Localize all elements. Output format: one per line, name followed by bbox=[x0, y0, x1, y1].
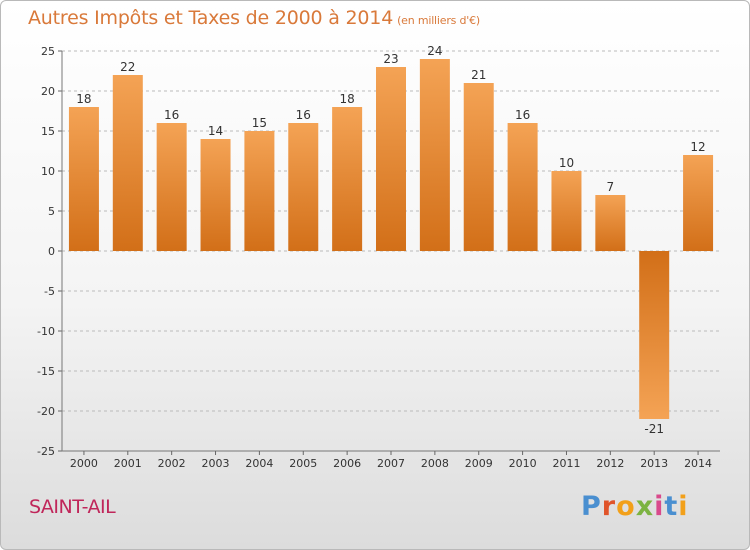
chart-subtitle: (en milliers d'€) bbox=[397, 14, 480, 27]
x-tick-label: 2013 bbox=[640, 457, 668, 470]
bar-2000 bbox=[68, 107, 99, 251]
logo-letter: P bbox=[581, 491, 602, 522]
bar-2012 bbox=[595, 195, 626, 251]
bar-2003 bbox=[200, 139, 231, 251]
value-label: -21 bbox=[644, 422, 664, 436]
value-label: 14 bbox=[208, 124, 223, 138]
x-tick-label: 2006 bbox=[333, 457, 361, 470]
y-tick-label: -25 bbox=[37, 445, 55, 458]
x-tick-label: 2001 bbox=[114, 457, 142, 470]
bar-2001 bbox=[112, 75, 143, 251]
value-label: 16 bbox=[515, 108, 530, 122]
bar-2011 bbox=[551, 171, 582, 251]
bar-2004 bbox=[244, 131, 275, 251]
value-label: 12 bbox=[690, 140, 705, 154]
y-tick-label: 20 bbox=[41, 85, 55, 98]
x-tick-label: 2004 bbox=[245, 457, 273, 470]
value-label: 22 bbox=[120, 60, 135, 74]
logo-letter: i bbox=[654, 491, 665, 522]
y-tick-label: 0 bbox=[48, 245, 55, 258]
value-label: 15 bbox=[252, 116, 267, 130]
x-tick-label: 2012 bbox=[596, 457, 624, 470]
bar-2013 bbox=[639, 251, 670, 419]
x-tick-label: 2003 bbox=[202, 457, 230, 470]
x-tick-label: 2010 bbox=[509, 457, 537, 470]
value-label: 18 bbox=[339, 92, 354, 106]
x-tick-label: 2008 bbox=[421, 457, 449, 470]
y-tick-label: -20 bbox=[37, 405, 55, 418]
logo-letter: x bbox=[635, 491, 655, 522]
commune-name: SAINT-AIL bbox=[29, 496, 116, 518]
x-tick-label: 2005 bbox=[289, 457, 317, 470]
y-tick-label: -15 bbox=[37, 365, 55, 378]
value-label: 18 bbox=[76, 92, 91, 106]
x-tick-label: 2000 bbox=[70, 457, 98, 470]
x-tick-label: 2007 bbox=[377, 457, 405, 470]
logo-letter: i bbox=[678, 491, 689, 522]
value-label: 7 bbox=[607, 180, 615, 194]
chart-title: Autres Impôts et Taxes de 2000 à 2014 (en… bbox=[28, 7, 480, 29]
value-label: 24 bbox=[427, 44, 442, 58]
bar-2002 bbox=[156, 123, 187, 251]
value-label: 16 bbox=[296, 108, 311, 122]
x-tick-label: 2002 bbox=[158, 457, 186, 470]
y-tick-label: 5 bbox=[48, 205, 55, 218]
x-tick-label: 2014 bbox=[684, 457, 712, 470]
bar-2007 bbox=[376, 67, 406, 251]
bar-2006 bbox=[332, 107, 363, 251]
logo-letter: r bbox=[601, 491, 617, 522]
y-tick-label: -10 bbox=[37, 325, 55, 338]
chart-title-text: Autres Impôts et Taxes de 2000 à 2014 bbox=[28, 7, 394, 29]
bar-2005 bbox=[288, 123, 319, 251]
y-tick-label: 25 bbox=[41, 45, 55, 58]
bar-2009 bbox=[463, 83, 494, 251]
value-label: 23 bbox=[383, 52, 398, 66]
value-label: 10 bbox=[559, 156, 574, 170]
y-tick-label: 15 bbox=[41, 125, 55, 138]
value-label: 16 bbox=[164, 108, 179, 122]
proxiti-logo: Proxiti bbox=[581, 491, 689, 522]
bar-2014 bbox=[683, 155, 714, 251]
logo-letter: t bbox=[664, 491, 679, 522]
x-tick-label: 2009 bbox=[465, 457, 493, 470]
bar-2010 bbox=[507, 123, 538, 251]
x-tick-label: 2011 bbox=[552, 457, 580, 470]
logo-letter: o bbox=[616, 491, 636, 522]
bar-2008 bbox=[419, 59, 450, 251]
y-tick-label: -5 bbox=[44, 285, 55, 298]
value-label: 21 bbox=[471, 68, 486, 82]
y-tick-label: 10 bbox=[41, 165, 55, 178]
